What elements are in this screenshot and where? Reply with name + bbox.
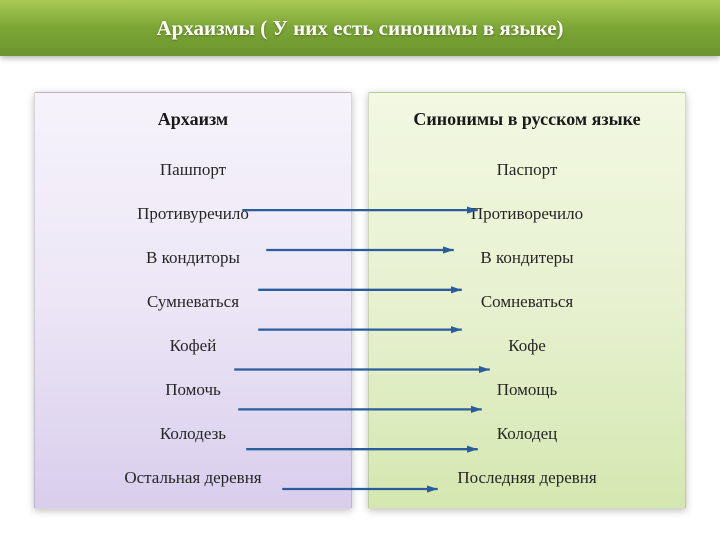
archaism-item: Кофей [43,324,343,368]
synonym-item: Кофе [377,324,677,368]
synonym-item: Последняя деревня [377,456,677,500]
page-title: Архаизмы ( У них есть синонимы в языке) [156,16,563,41]
synonym-column-header: Синонимы в русском языке [377,109,677,130]
archaism-item: В кондиторы [43,236,343,280]
synonym-item: Колодец [377,412,677,456]
synonym-item: Паспорт [377,148,677,192]
archaism-item: Остальная деревня [43,456,343,500]
archaism-column: Архаизм Пашпорт Противуречило В кондитор… [34,92,352,509]
synonym-item: Противоречило [377,192,677,236]
synonym-item: Сомневаться [377,280,677,324]
content-area: Архаизм Пашпорт Противуречило В кондитор… [0,56,720,509]
archaism-item: Противуречило [43,192,343,236]
archaism-item: Пашпорт [43,148,343,192]
archaism-column-header: Архаизм [43,109,343,130]
synonym-item: В кондитеры [377,236,677,280]
archaism-item: Сумневаться [43,280,343,324]
archaism-item: Помочь [43,368,343,412]
archaism-item: Колодезь [43,412,343,456]
synonym-item: Помощь [377,368,677,412]
synonym-column: Синонимы в русском языке Паспорт Противо… [368,92,686,509]
page-header: Архаизмы ( У них есть синонимы в языке) [0,0,720,56]
